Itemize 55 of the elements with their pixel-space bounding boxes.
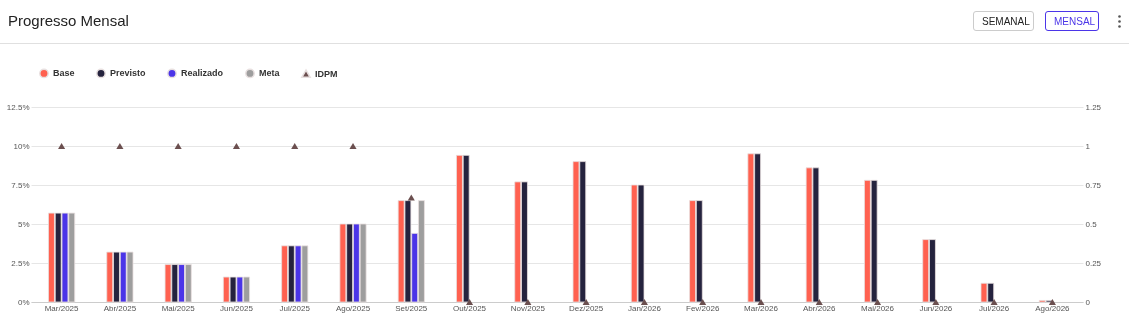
x-tick-label: Ago/2025: [335, 303, 371, 313]
point: [58, 142, 66, 150]
point: [407, 194, 415, 201]
x-tick-label: Abr/2026: [803, 303, 837, 313]
point: [874, 298, 882, 306]
y-tick-label: 7.5%: [11, 180, 30, 190]
y2-tick-label: 1.25: [1085, 102, 1102, 112]
point: [524, 298, 532, 306]
x-tick-label: Jun/2026: [919, 303, 953, 313]
point: [990, 298, 998, 306]
y2-tick-label: 0: [1085, 297, 1091, 307]
x-tick-label: Mai/2026: [861, 303, 895, 313]
x-tick-label: Ago/2026: [1035, 303, 1071, 313]
legend-label: Base: [53, 68, 75, 79]
point: [291, 142, 299, 150]
point: [116, 142, 124, 150]
chart-title: Progresso Mensal: [8, 12, 129, 29]
point: [349, 142, 357, 150]
y-tick-label: 2.5%: [11, 258, 30, 268]
x-tick-label: Mar/2026: [744, 303, 779, 313]
point: [582, 298, 590, 306]
point: [174, 142, 182, 150]
y-tick-label: 10%: [13, 141, 30, 151]
point: [232, 142, 240, 150]
x-tick-label: Fev/2026: [686, 303, 720, 313]
y-tick-label: 5%: [17, 219, 30, 229]
point: [815, 298, 823, 306]
x-tick-label: Mai/2025: [161, 303, 196, 313]
y2-tick-label: 0.75: [1085, 180, 1102, 190]
x-tick-label: Jul/2026: [978, 303, 1010, 313]
legend-label: Previsto: [110, 68, 147, 79]
x-tick-label: Jul/2025: [279, 303, 311, 313]
y2-tick-label: 1: [1085, 141, 1091, 151]
x-tick-label: Jun/2025: [219, 303, 254, 313]
legend-label: Realizado: [181, 68, 224, 79]
legend-label: Meta: [259, 68, 281, 79]
x-tick-label: Out/2025: [453, 303, 487, 313]
text: MENSAL: [1045, 11, 1099, 31]
x-tick-label: Set/2025: [395, 303, 428, 313]
x-tick-label: Mar/2025: [44, 303, 80, 313]
point: [640, 298, 648, 306]
point: [699, 298, 707, 306]
y-tick-label: 0%: [17, 297, 30, 307]
x-tick-label: Nov/2025: [510, 303, 546, 313]
legend-label: IDPM: [315, 68, 338, 79]
y-tick-label: 12.5%: [6, 102, 30, 112]
point: [757, 298, 765, 306]
x-tick-label: Jan/2026: [627, 303, 662, 313]
y2-tick-label: 0.5: [1085, 219, 1098, 229]
point: [932, 298, 940, 306]
y2-tick-label: 0.25: [1085, 258, 1102, 268]
point: [466, 298, 474, 306]
x-tick-label: Dez/2025: [569, 303, 604, 313]
text: SEMANAL: [973, 11, 1034, 31]
x-tick-label: Abr/2025: [103, 303, 137, 313]
